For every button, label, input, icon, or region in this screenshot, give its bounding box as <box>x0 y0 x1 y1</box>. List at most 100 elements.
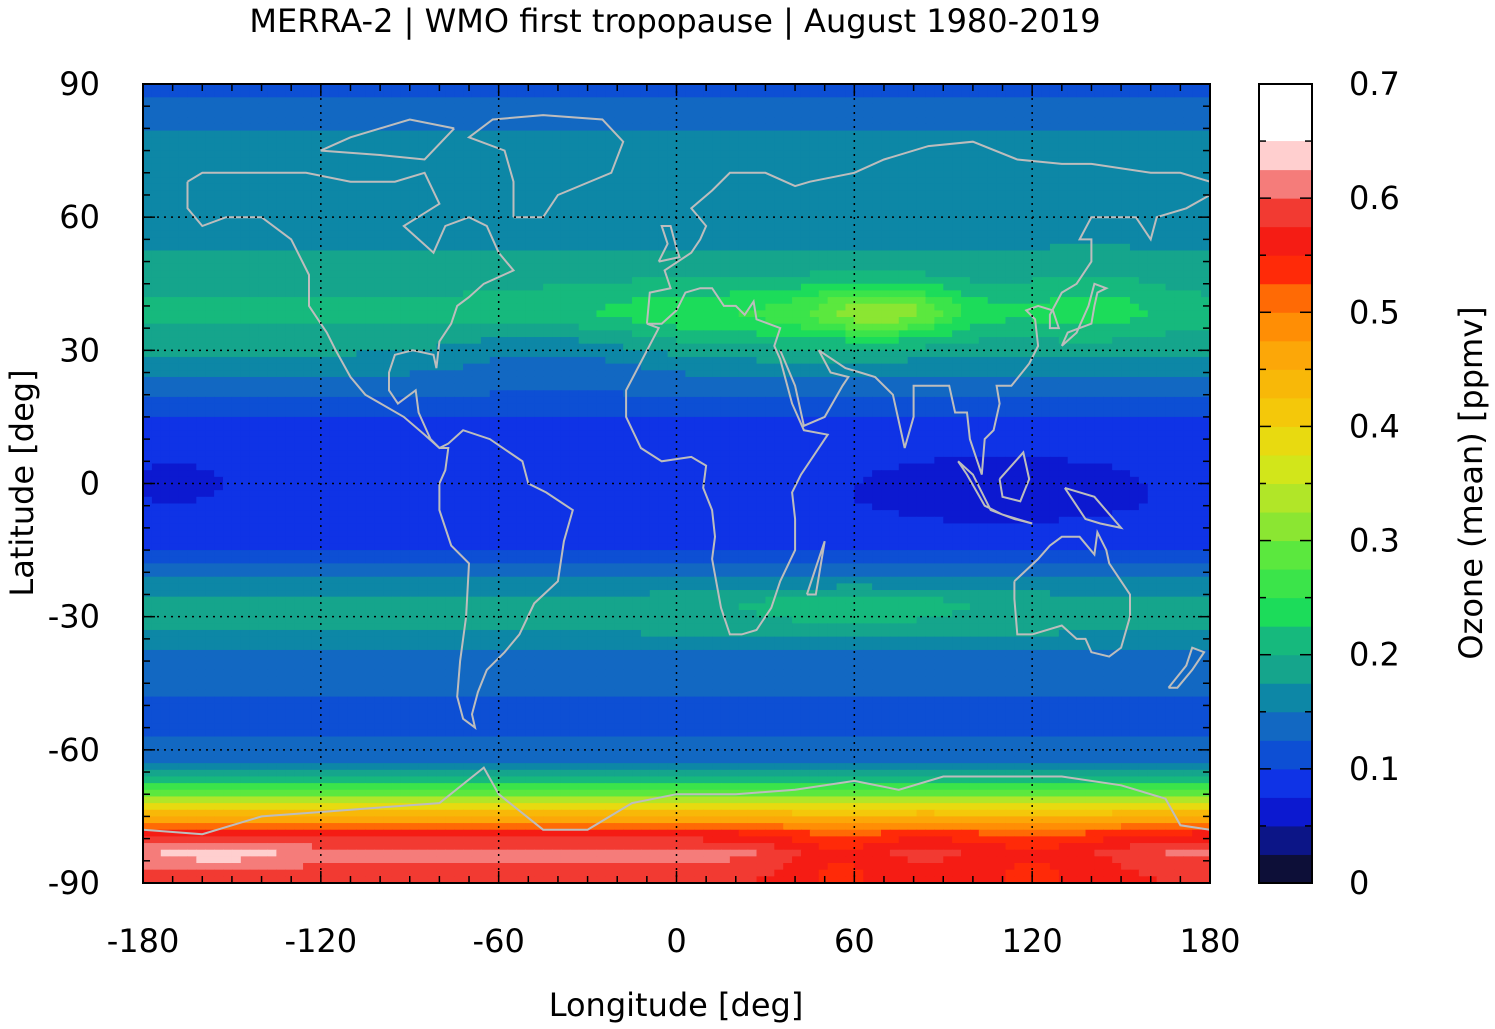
contour-cell <box>987 257 998 265</box>
contour-cell <box>756 110 767 118</box>
contour-cell <box>969 183 980 192</box>
contour-cell <box>249 90 260 98</box>
contour-cell <box>1121 250 1131 258</box>
contour-cell <box>765 330 775 338</box>
contour-cell <box>436 190 446 198</box>
contour-cell <box>623 310 633 318</box>
contour-cell <box>143 137 153 145</box>
contour-cell <box>187 317 197 325</box>
contour-cell <box>320 250 331 258</box>
contour-cell <box>507 337 518 345</box>
contour-cell <box>907 150 918 158</box>
contour-cell <box>196 323 206 331</box>
contour-cell <box>854 84 864 92</box>
contour-cell <box>534 210 544 218</box>
contour-cell <box>311 210 322 218</box>
contour-cell <box>1192 177 1202 185</box>
contour-cell <box>978 130 989 138</box>
contour-cell <box>1192 97 1202 105</box>
contour-cell <box>552 90 562 98</box>
contour-cell <box>383 143 393 152</box>
contour-cell <box>729 330 740 338</box>
contour-cell <box>1032 290 1042 298</box>
contour-cell <box>987 197 998 205</box>
contour-cell <box>765 123 775 132</box>
contour-cell <box>374 117 384 125</box>
contour-cell <box>383 257 393 265</box>
contour-cell <box>925 257 935 265</box>
contour-cell <box>1147 97 1158 105</box>
contour-cell <box>703 203 713 212</box>
contour-cell <box>872 263 882 272</box>
contour-cell <box>1138 150 1149 158</box>
contour-cell <box>231 157 242 165</box>
contour-cell <box>489 350 500 358</box>
contour-cell <box>480 163 491 172</box>
contour-cell <box>400 150 411 158</box>
contour-cell <box>569 310 580 318</box>
contour-cell <box>872 250 882 258</box>
contour-cell <box>489 190 500 198</box>
contour-cell <box>827 250 838 258</box>
contour-cell <box>845 183 855 192</box>
contour-cell <box>178 90 189 98</box>
contour-cell <box>1147 257 1158 265</box>
contour-cell <box>178 270 189 278</box>
contour-cell <box>463 330 473 338</box>
contour-cell <box>738 356 749 365</box>
contour-cell <box>320 223 331 232</box>
contour-cell <box>427 237 438 245</box>
contour-cell <box>1138 350 1149 358</box>
contour-cell <box>1067 317 1078 325</box>
contour-cell <box>1156 110 1167 118</box>
contour-cell <box>294 290 304 298</box>
contour-cell <box>1005 197 1015 205</box>
contour-cell <box>800 303 811 311</box>
contour-cell <box>285 337 295 345</box>
contour-cell <box>747 197 758 205</box>
contour-cell <box>596 137 606 145</box>
contour-cell <box>543 337 553 345</box>
contour-cell <box>480 337 491 345</box>
contour-cell <box>1165 177 1176 185</box>
contour-cell <box>854 263 864 272</box>
contour-cell <box>400 90 411 98</box>
contour-cell <box>632 123 642 132</box>
contour-cell <box>223 130 233 138</box>
contour-cell <box>898 210 909 218</box>
contour-cell <box>987 310 998 318</box>
contour-cell <box>578 356 589 365</box>
contour-cell <box>365 237 375 245</box>
contour-cell <box>311 337 322 345</box>
contour-cell <box>169 143 180 152</box>
contour-cell <box>845 190 855 198</box>
contour-cell <box>1174 277 1184 285</box>
contour-cell <box>809 283 820 292</box>
contour-cell <box>320 337 331 345</box>
contour-cell <box>151 343 162 351</box>
contour-cell <box>934 84 944 92</box>
contour-cell <box>747 130 758 138</box>
contour-cell <box>534 90 544 98</box>
contour-cell <box>987 97 998 105</box>
contour-cell <box>703 337 713 345</box>
contour-cell <box>792 137 802 145</box>
contour-cell <box>169 297 180 305</box>
contour-cell <box>498 356 509 365</box>
contour-cell <box>800 263 811 272</box>
contour-cell <box>809 190 820 198</box>
contour-cell <box>996 270 1007 278</box>
contour-cell <box>845 217 855 225</box>
contour-cell <box>738 243 749 252</box>
contour-cell <box>792 323 802 331</box>
contour-cell <box>623 283 633 292</box>
contour-cell <box>765 84 775 92</box>
contour-cell <box>374 323 384 331</box>
contour-cell <box>1094 97 1104 105</box>
contour-cell <box>703 330 713 338</box>
contour-cell <box>445 103 455 112</box>
contour-cell <box>881 110 891 118</box>
contour-cell <box>800 297 811 305</box>
contour-cell <box>1192 317 1202 325</box>
contour-cell <box>1174 290 1184 298</box>
